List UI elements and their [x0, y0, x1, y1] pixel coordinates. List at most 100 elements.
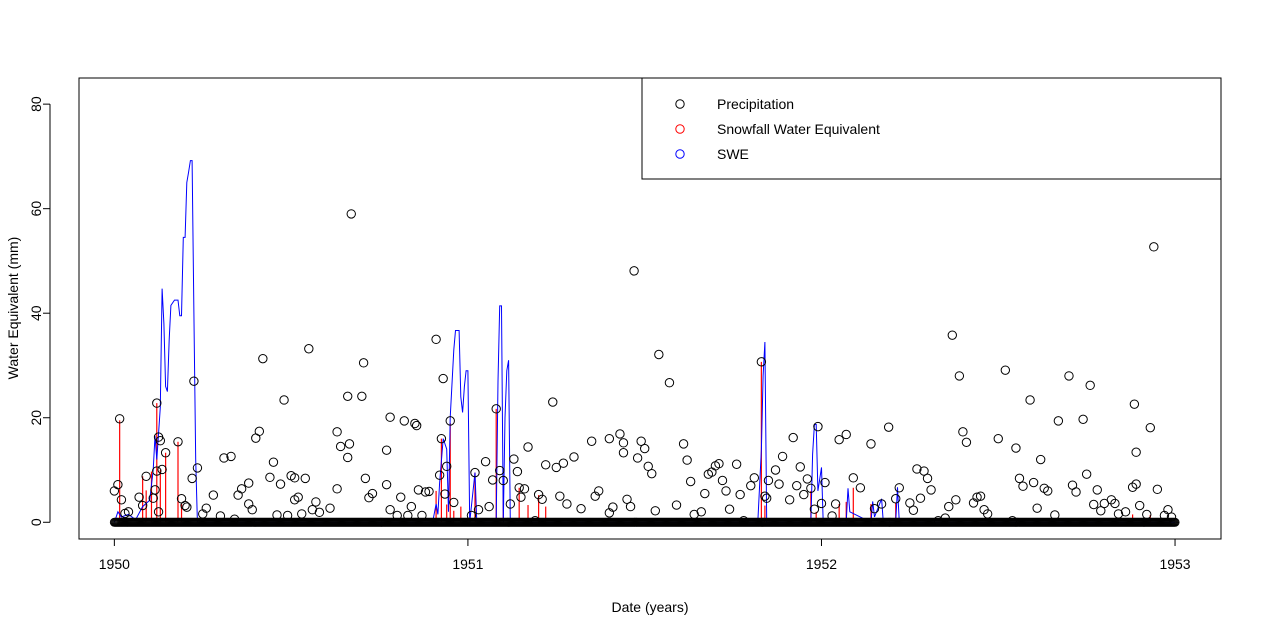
precip-point: [548, 397, 558, 407]
precip-point: [813, 421, 823, 432]
precip-point: [1081, 469, 1092, 479]
precip-point: [1000, 365, 1011, 375]
precip-point: [1007, 516, 1018, 526]
precip-point: [304, 344, 314, 354]
precip-point: [268, 457, 279, 467]
precip-point: [954, 371, 965, 381]
precip-point: [187, 473, 197, 484]
legend-marker-precipitation: [675, 99, 685, 109]
precip-point: [1142, 509, 1152, 520]
precip-point: [385, 505, 395, 515]
precip-point: [396, 492, 406, 502]
precip-point: [894, 483, 904, 493]
precip-point: [289, 473, 300, 483]
precip-point: [689, 509, 699, 520]
precip-point: [498, 475, 508, 486]
precip-point: [533, 489, 544, 500]
precip-point: [1028, 477, 1039, 488]
swe-series: [113, 160, 1175, 524]
swe-line: [113, 160, 1175, 524]
precip-point: [809, 504, 820, 514]
x-tick-label: 1951: [452, 556, 483, 572]
y-axis: 0 20 40 60 80: [28, 96, 51, 526]
x-tick-label: 1953: [1159, 556, 1190, 572]
precip-point: [1163, 505, 1173, 515]
precip-point: [940, 513, 950, 523]
precip-point: [180, 500, 190, 511]
precip-point: [761, 493, 772, 503]
precip-point: [958, 427, 968, 437]
precip-point: [509, 454, 519, 464]
precip-point: [608, 502, 618, 512]
precip-point: [569, 452, 579, 462]
precip-point: [738, 516, 749, 526]
precip-point: [150, 485, 160, 495]
precip-point: [615, 429, 625, 439]
precip-point: [799, 489, 809, 500]
precip-point: [869, 503, 880, 514]
precip-point: [247, 505, 257, 515]
precip-point: [137, 500, 148, 511]
precip-point: [480, 456, 491, 467]
precip-point: [1053, 416, 1064, 426]
precip-point: [153, 507, 164, 517]
precip-point: [1149, 242, 1159, 252]
precip-point: [721, 486, 731, 496]
precip-point: [746, 480, 756, 491]
precip-point: [344, 439, 355, 449]
precip-point: [866, 439, 876, 449]
precip-point: [134, 492, 144, 502]
precip-point: [189, 376, 199, 386]
precip-point: [440, 489, 450, 499]
precip-point: [537, 494, 547, 504]
precip-point: [495, 465, 505, 476]
precip-point: [774, 479, 784, 489]
precip-point: [173, 437, 183, 447]
precip-point: [795, 462, 805, 472]
precip-point: [1129, 399, 1140, 409]
precip-point: [1018, 481, 1028, 491]
precip-point: [505, 499, 516, 509]
precip-point: [724, 504, 735, 514]
precip-point: [1134, 500, 1145, 511]
precip-point: [788, 432, 798, 443]
precip-point: [827, 511, 837, 521]
precip-point: [947, 330, 957, 340]
precip-point: [360, 473, 371, 484]
precip-point: [678, 439, 689, 449]
precip-point: [1014, 473, 1025, 484]
precip-point: [841, 429, 851, 440]
precip-point: [282, 510, 293, 521]
precip-point: [1043, 486, 1053, 496]
legend-marker-swe: [675, 149, 685, 159]
precip-point: [622, 494, 632, 504]
precip-point: [763, 475, 774, 486]
precip-point: [975, 491, 986, 501]
precip-point: [905, 498, 915, 508]
precip-point: [123, 507, 134, 517]
precip-point: [922, 473, 933, 484]
precip-point: [1131, 447, 1141, 457]
precip-point: [514, 483, 524, 493]
precip-point: [152, 466, 162, 476]
precip-point: [325, 503, 335, 513]
precip-point: [367, 488, 378, 499]
precip-point: [1089, 499, 1099, 510]
precip-point: [594, 486, 604, 496]
precip-point: [671, 500, 682, 510]
precip-point: [399, 416, 409, 426]
precip-point: [417, 510, 427, 521]
precip-point: [972, 492, 982, 502]
legend-label-snowfall: Snowfall Water Equivalent: [717, 121, 880, 137]
precip-point: [346, 209, 356, 219]
precip-point: [114, 414, 125, 424]
legend-label-precipitation: Precipitation: [717, 96, 794, 112]
precip-point: [141, 471, 151, 481]
precip-point: [442, 461, 452, 472]
precip-point: [293, 492, 303, 502]
precip-point: [933, 516, 943, 526]
precip-point: [300, 473, 310, 484]
y-tick-label: 40: [28, 305, 44, 321]
precip-point: [307, 505, 318, 515]
precip-point: [424, 486, 434, 497]
